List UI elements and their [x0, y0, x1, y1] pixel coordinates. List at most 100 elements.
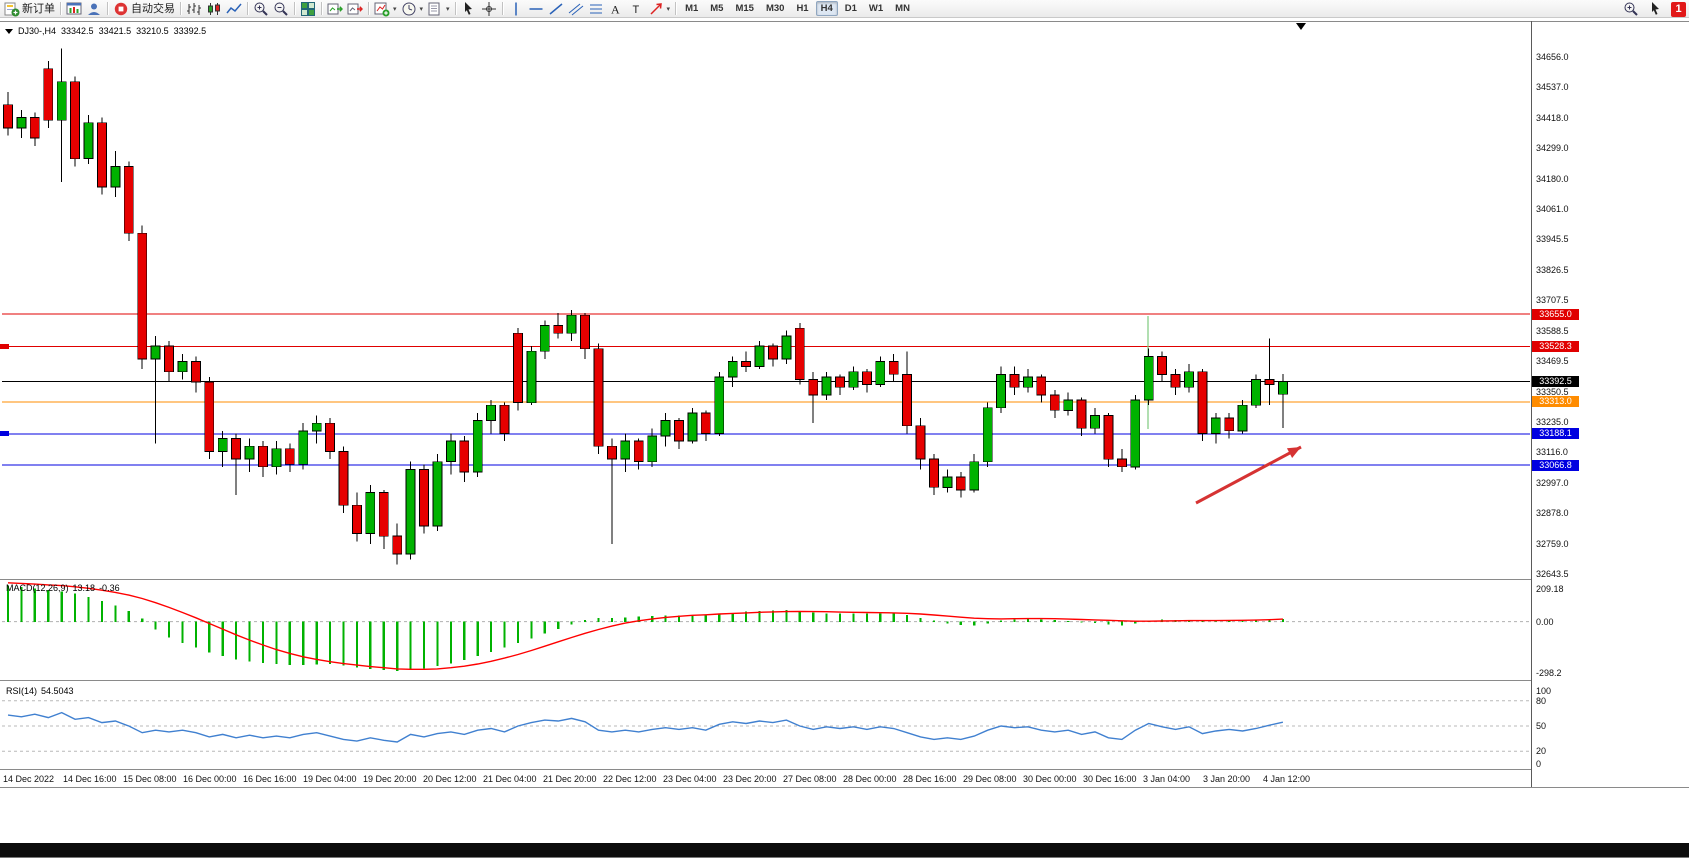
- zoom-out-button[interactable]: [271, 1, 291, 17]
- time-axis-label[interactable]: 28 Dec 00:00: [843, 774, 897, 784]
- search-button[interactable]: [1621, 1, 1641, 17]
- time-axis-label[interactable]: 15 Dec 08:00: [123, 774, 177, 784]
- time-axis-label[interactable]: 20 Dec 12:00: [423, 774, 477, 784]
- crosshair-button[interactable]: [479, 1, 499, 17]
- price-axis-label[interactable]: 32643.5: [1536, 569, 1569, 579]
- price-axis-label[interactable]: 33116.0: [1536, 447, 1568, 458]
- zoom-out-icon: [274, 2, 288, 16]
- tf-w1-button[interactable]: W1: [864, 1, 888, 16]
- pointer-button[interactable]: [1646, 1, 1666, 17]
- price-axis-label[interactable]: 33826.5: [1536, 264, 1569, 275]
- candlestick-chart-button[interactable]: [204, 1, 224, 17]
- line-icon: [226, 3, 242, 13]
- toolbar-separator: [454, 2, 456, 15]
- new-order-button[interactable]: 新订单: [2, 1, 57, 17]
- price-axis-label[interactable]: 34537.0: [1536, 82, 1569, 93]
- price-axis-label[interactable]: 33588.5: [1536, 325, 1569, 336]
- time-axis-label[interactable]: 23 Dec 04:00: [663, 774, 717, 784]
- arrow-object[interactable]: [1195, 445, 1302, 505]
- tf-h4-button[interactable]: H4: [815, 1, 838, 16]
- text-label-button[interactable]: T: [626, 1, 646, 17]
- text-button[interactable]: A: [606, 1, 626, 17]
- templates-button[interactable]: ▾: [425, 1, 452, 17]
- price-axis-label[interactable]: 34299.0: [1536, 143, 1569, 154]
- price-axis-label[interactable]: 32997.0: [1536, 477, 1569, 488]
- new-chart-button[interactable]: [64, 1, 84, 17]
- time-axis-label[interactable]: 29 Dec 08:00: [963, 774, 1017, 784]
- macd-rsi-splitter[interactable]: [0, 680, 1531, 681]
- macd-signal-line: [7, 582, 1283, 670]
- price-axis-label[interactable]: 33945.5: [1536, 234, 1569, 245]
- chart-shift-button[interactable]: [345, 1, 365, 17]
- macd-axis-min: -298.2: [1536, 668, 1562, 678]
- arrows-button[interactable]: ▾: [646, 1, 673, 17]
- channel-button[interactable]: [566, 1, 586, 17]
- price-axis-label[interactable]: 33707.5: [1536, 295, 1569, 306]
- tf-m1-button[interactable]: M1: [680, 1, 703, 16]
- time-axis-label[interactable]: 16 Dec 00:00: [183, 774, 237, 784]
- tile-windows-button[interactable]: [298, 1, 318, 17]
- tf-d1-button[interactable]: D1: [840, 1, 862, 16]
- time-axis-label[interactable]: 3 Jan 20:00: [1203, 774, 1251, 784]
- tf-m5-button[interactable]: M5: [705, 1, 728, 16]
- time-axis-label[interactable]: 4 Jan 12:00: [1263, 774, 1311, 784]
- time-axis-label[interactable]: 19 Dec 20:00: [363, 774, 417, 784]
- time-axis-label[interactable]: 30 Dec 00:00: [1023, 774, 1077, 784]
- rsi-axis-label: 0: [1536, 759, 1542, 769]
- price-axis-label[interactable]: 32759.0: [1536, 538, 1569, 549]
- chart-low: 33210.5: [136, 26, 169, 36]
- time-axis-label[interactable]: 21 Dec 04:00: [483, 774, 537, 784]
- zoom-in-button[interactable]: [251, 1, 271, 17]
- cursor-button[interactable]: [459, 1, 479, 17]
- time-axis-label[interactable]: 16 Dec 16:00: [243, 774, 297, 784]
- line-chart-button[interactable]: [224, 1, 244, 17]
- cursor-icon: [464, 1, 472, 15]
- time-axis-label[interactable]: 21 Dec 20:00: [543, 774, 597, 784]
- time-axis-label[interactable]: 30 Dec 16:00: [1083, 774, 1137, 784]
- time-axis-label[interactable]: 3 Jan 04:00: [1143, 774, 1191, 784]
- time-axis-label[interactable]: 19 Dec 04:00: [303, 774, 357, 784]
- dropdown-caret-icon: ▾: [419, 5, 424, 13]
- price-axis-label[interactable]: 33469.5: [1536, 356, 1569, 367]
- tf-m5-button-label: M5: [710, 3, 724, 14]
- trendline-button[interactable]: [546, 1, 566, 17]
- auto-scroll-button[interactable]: [325, 1, 345, 17]
- profiles-button[interactable]: [84, 1, 104, 17]
- vline-icon: [514, 2, 517, 15]
- chart-shift-marker-icon[interactable]: [1296, 23, 1306, 30]
- tf-w1-button-label: W1: [868, 3, 884, 14]
- dropdown-caret-icon: ▾: [446, 5, 450, 13]
- periods-button[interactable]: ▾: [399, 1, 426, 17]
- tf-m15-button[interactable]: M15: [730, 1, 758, 16]
- current-price-tag: 33392.5: [1532, 375, 1579, 387]
- fibonacci-button[interactable]: [586, 1, 606, 17]
- time-axis-label[interactable]: 28 Dec 16:00: [903, 774, 957, 784]
- price-axis-label[interactable]: 34656.0: [1536, 52, 1569, 62]
- tf-m30-button[interactable]: M30: [761, 1, 789, 16]
- price-axis-label[interactable]: 34418.0: [1536, 112, 1569, 123]
- time-axis-label[interactable]: 14 Dec 16:00: [63, 774, 117, 784]
- main-macd-splitter[interactable]: [0, 579, 1531, 580]
- price-axis-label[interactable]: 33350.5: [1536, 386, 1569, 397]
- tf-mn-button[interactable]: MN: [890, 1, 915, 16]
- price-axis-label[interactable]: 33235.0: [1536, 416, 1569, 427]
- time-axis-label[interactable]: 22 Dec 12:00: [603, 774, 657, 784]
- time-axis-label[interactable]: 14 Dec 2022: [3, 774, 55, 784]
- price-axis-label[interactable]: 32878.0: [1536, 508, 1569, 519]
- price-axis-label[interactable]: 34061.0: [1536, 204, 1569, 215]
- notification-badge[interactable]: 1: [1671, 1, 1686, 17]
- indicators-button[interactable]: ▾: [372, 1, 399, 17]
- chart-menu-icon[interactable]: [5, 28, 13, 34]
- time-axis-label[interactable]: 27 Dec 08:00: [783, 774, 837, 784]
- price-axis-label[interactable]: 34180.0: [1536, 173, 1569, 184]
- tf-h1-button[interactable]: H1: [791, 1, 813, 16]
- horizontal-line-button[interactable]: [526, 1, 546, 17]
- macd-value-signal: -0.36: [99, 583, 120, 593]
- time-axis-label[interactable]: 23 Dec 20:00: [723, 774, 777, 784]
- vertical-line-button[interactable]: [506, 1, 526, 17]
- arrow-head: [1286, 447, 1301, 458]
- bar-chart-button[interactable]: [184, 1, 204, 17]
- rsi-axis-label: 20: [1536, 746, 1547, 757]
- autotrading-button[interactable]: 自动交易: [111, 1, 177, 17]
